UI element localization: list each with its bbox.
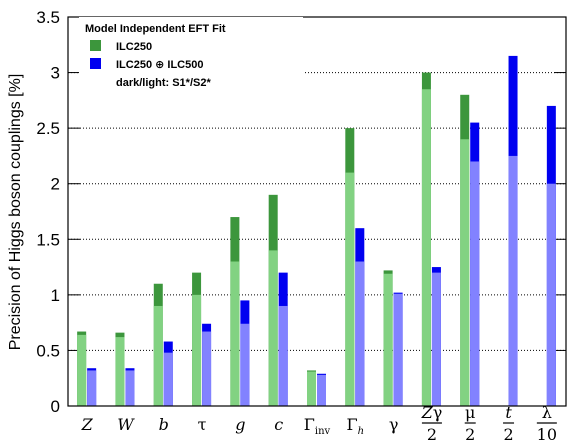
bar-s2 xyxy=(153,305,163,406)
x-tick-label-text: Zγ 2 xyxy=(421,403,443,444)
x-tick-label-text: Γh xyxy=(347,415,365,437)
y-tick-label: 1.5 xyxy=(36,230,60,249)
bar-s2 xyxy=(508,155,518,406)
x-tick-label-text: Z xyxy=(81,415,94,434)
x-tick-label: c xyxy=(274,415,283,434)
y-tick-label: 2.5 xyxy=(36,119,60,138)
bar-s2 xyxy=(202,331,212,406)
x-tick-label: b xyxy=(159,415,169,434)
x-tick-label-text: c xyxy=(274,415,283,434)
bar-s2 xyxy=(115,337,125,406)
plot-frame xyxy=(67,16,567,407)
legend-swatch xyxy=(90,40,101,51)
bar-s2 xyxy=(192,294,202,406)
bar-s2 xyxy=(421,89,431,406)
x-tick-label: γ xyxy=(389,415,399,434)
bar-s2 xyxy=(125,370,135,406)
bar-s2 xyxy=(393,293,403,406)
bar-s2 xyxy=(546,183,556,406)
bar-s2 xyxy=(383,273,393,406)
bar-s2 xyxy=(470,161,480,406)
x-tick-label-text: λ 10 xyxy=(537,403,557,444)
bar-s2 xyxy=(240,323,250,406)
bar-s2 xyxy=(345,172,355,406)
legend-title: Model Independent EFT Fit xyxy=(85,23,226,35)
bar-s2 xyxy=(307,371,316,406)
x-tick-label: Z xyxy=(81,415,94,434)
x-tick-label: τ xyxy=(198,415,207,434)
legend-label: ILC250 xyxy=(116,41,152,53)
bar-s2 xyxy=(230,261,240,406)
legend-box xyxy=(79,17,303,95)
bar-s2 xyxy=(77,334,87,406)
legend-label: ILC250 ⊕ ILC500 xyxy=(116,59,203,71)
x-tick-label-text: g xyxy=(235,415,245,434)
x-tick-label-text: Γinv xyxy=(304,415,331,437)
bar-s2 xyxy=(431,272,441,406)
x-tick-label-text: W xyxy=(117,415,135,434)
x-tick-label-text: γ xyxy=(389,415,399,434)
y-tick-label: 2 xyxy=(51,175,60,194)
x-tick-label: g xyxy=(235,415,245,434)
x-tick-label: W xyxy=(117,415,135,434)
legend-note: dark/light: S1*/S2* xyxy=(116,77,211,89)
bar-s2 xyxy=(278,305,288,406)
x-tick-label: Γinv xyxy=(304,415,331,437)
y-tick-label: 3.5 xyxy=(36,8,60,27)
bar-s2 xyxy=(317,374,326,406)
y-axis-label: Precision of Higgs boson couplings [%] xyxy=(7,74,24,351)
bar-s2 xyxy=(163,352,173,406)
x-tick-label: Γh xyxy=(347,415,365,437)
x-tick-label-text: τ xyxy=(198,415,207,434)
x-tick-label: λ 10 xyxy=(537,403,557,444)
x-tick-label: Zγ 2 xyxy=(421,403,443,444)
y-tick-label: 3 xyxy=(51,64,60,83)
bar-s2 xyxy=(87,370,97,406)
bar-s2 xyxy=(460,139,470,406)
x-tick-label-text: b xyxy=(159,415,169,434)
y-tick-label: 0.5 xyxy=(36,341,60,360)
bar-s2 xyxy=(268,250,278,406)
bar-s2 xyxy=(355,261,365,406)
legend-swatch xyxy=(90,58,101,69)
y-tick-label: 0 xyxy=(51,397,60,416)
y-tick-label: 1 xyxy=(51,286,60,305)
